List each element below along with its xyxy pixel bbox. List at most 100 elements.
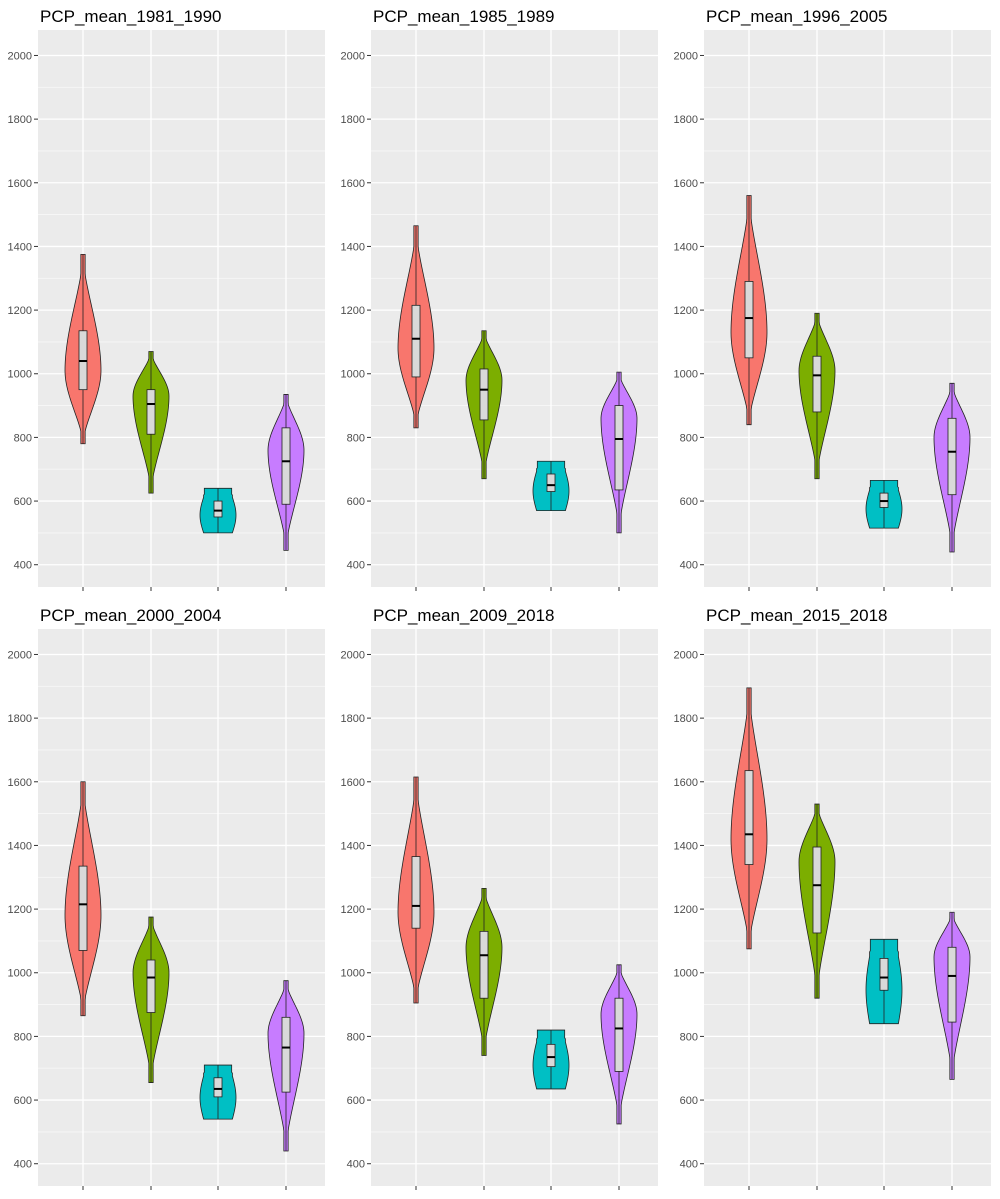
violin-group-2 [465,888,503,1056]
y-tick-label: 1600 [8,178,32,190]
y-tick-label: 1600 [341,178,365,190]
boxplot-box [879,958,889,991]
violin-group-2 [132,916,170,1083]
panel-title: PCP_mean_2009_2018 [373,606,554,625]
y-tick-label: 2000 [674,649,698,661]
violin-group-4 [267,980,305,1152]
boxplot-box [546,1043,556,1068]
boxplot-box [479,930,489,999]
y-tick-label: 2000 [8,50,32,62]
y-tick-label: 1400 [8,840,32,852]
y-tick-label: 400 [680,1159,698,1171]
y-tick-label: 1800 [8,114,32,126]
y-tick-label: 400 [14,560,32,572]
y-tick-label: 400 [14,1159,32,1171]
panel-title: PCP_mean_1985_1989 [373,7,554,26]
violin-group-4 [933,911,971,1080]
y-tick-label: 1200 [341,904,365,916]
violin-group-4 [600,371,638,534]
panel-2: PCP_mean_1985_1989 400 600 800 1000 1200 1400 1… [341,7,658,591]
violin-group-3 [532,1029,570,1090]
y-tick-label: 600 [14,496,32,508]
violin-group-1 [64,253,102,445]
y-tick-label: 1000 [341,369,365,381]
boxplot-box [213,1077,223,1098]
y-tick-label: 1400 [674,241,698,253]
panel-title: PCP_mean_2000_2004 [40,606,221,625]
panel-4: PCP_mean_2000_2004 400 600 800 1000 1200 1400 1… [8,606,325,1190]
violin-group-2 [465,330,503,480]
y-tick-label: 1800 [8,713,32,725]
y-tick-label: 1400 [341,840,365,852]
violin-group-2 [132,351,170,494]
boxplot-box [812,355,822,413]
violin-group-3 [865,938,903,1025]
y-tick-label: 800 [347,1031,365,1043]
boxplot-box [146,389,156,435]
y-tick-label: 600 [347,496,365,508]
violin-group-4 [267,394,305,551]
boxplot-box [947,417,957,496]
y-tick-label: 1400 [674,840,698,852]
y-tick-label: 800 [14,1031,32,1043]
y-tick-label: 400 [347,1159,365,1171]
boxplot-box [614,997,624,1072]
y-tick-label: 1800 [341,114,365,126]
violin-group-1 [730,195,768,426]
y-tick-label: 1000 [674,968,698,980]
boxplot-box [411,856,421,929]
panel-title: PCP_mean_1981_1990 [40,7,221,26]
boxplot-box [78,865,88,951]
y-tick-label: 600 [347,1095,365,1107]
y-tick-label: 1200 [674,305,698,317]
y-tick-label: 2000 [674,50,698,62]
boxplot-box [411,304,421,378]
panel-6: PCP_mean_2015_2018 400 600 800 1000 1200 1400 1… [674,606,991,1190]
panel-5: PCP_mean_2009_2018 400 600 800 1000 1200 1400 1… [341,606,658,1190]
boxplot-box [213,500,223,518]
violin-group-2 [798,312,836,480]
boxplot-box [614,405,624,491]
y-tick-label: 1000 [8,369,32,381]
violin-group-4 [933,382,971,553]
boxplot-box [947,946,957,1023]
y-tick-label: 800 [680,432,698,444]
y-tick-label: 1200 [8,904,32,916]
y-tick-label: 1000 [8,968,32,980]
boxplot-box [281,1016,291,1093]
violin-group-3 [199,487,237,534]
violin-group-1 [64,781,102,1017]
y-tick-label: 1600 [341,777,365,789]
y-tick-label: 1600 [674,178,698,190]
violin-group-1 [397,776,435,1004]
y-tick-label: 1000 [341,968,365,980]
y-tick-label: 1600 [674,777,698,789]
violin-group-2 [798,803,836,999]
y-tick-label: 2000 [341,649,365,661]
y-tick-label: 1400 [8,241,32,253]
y-tick-label: 1200 [674,904,698,916]
y-tick-label: 2000 [341,50,365,62]
violin-group-1 [730,687,768,950]
y-tick-label: 1200 [341,305,365,317]
y-tick-label: 600 [14,1095,32,1107]
boxplot-box [812,846,822,934]
y-tick-label: 800 [14,432,32,444]
y-tick-label: 600 [680,496,698,508]
boxplot-box [281,427,291,505]
y-tick-label: 800 [680,1031,698,1043]
y-tick-label: 1800 [674,114,698,126]
panel-3: PCP_mean_1996_2005 400 600 800 1000 1200 1400 1… [674,7,991,591]
boxplot-box [744,770,754,865]
boxplot-box [744,281,754,359]
boxplot-box [546,473,556,492]
panel-1: PCP_mean_1981_1990 400 600 800 1000 1200 1400 1… [8,7,325,591]
y-tick-label: 2000 [8,649,32,661]
y-tick-label: 1000 [674,369,698,381]
y-tick-label: 1200 [8,305,32,317]
y-tick-label: 400 [680,560,698,572]
boxplot-box [479,368,489,421]
y-tick-label: 600 [680,1095,698,1107]
y-tick-label: 1600 [8,777,32,789]
